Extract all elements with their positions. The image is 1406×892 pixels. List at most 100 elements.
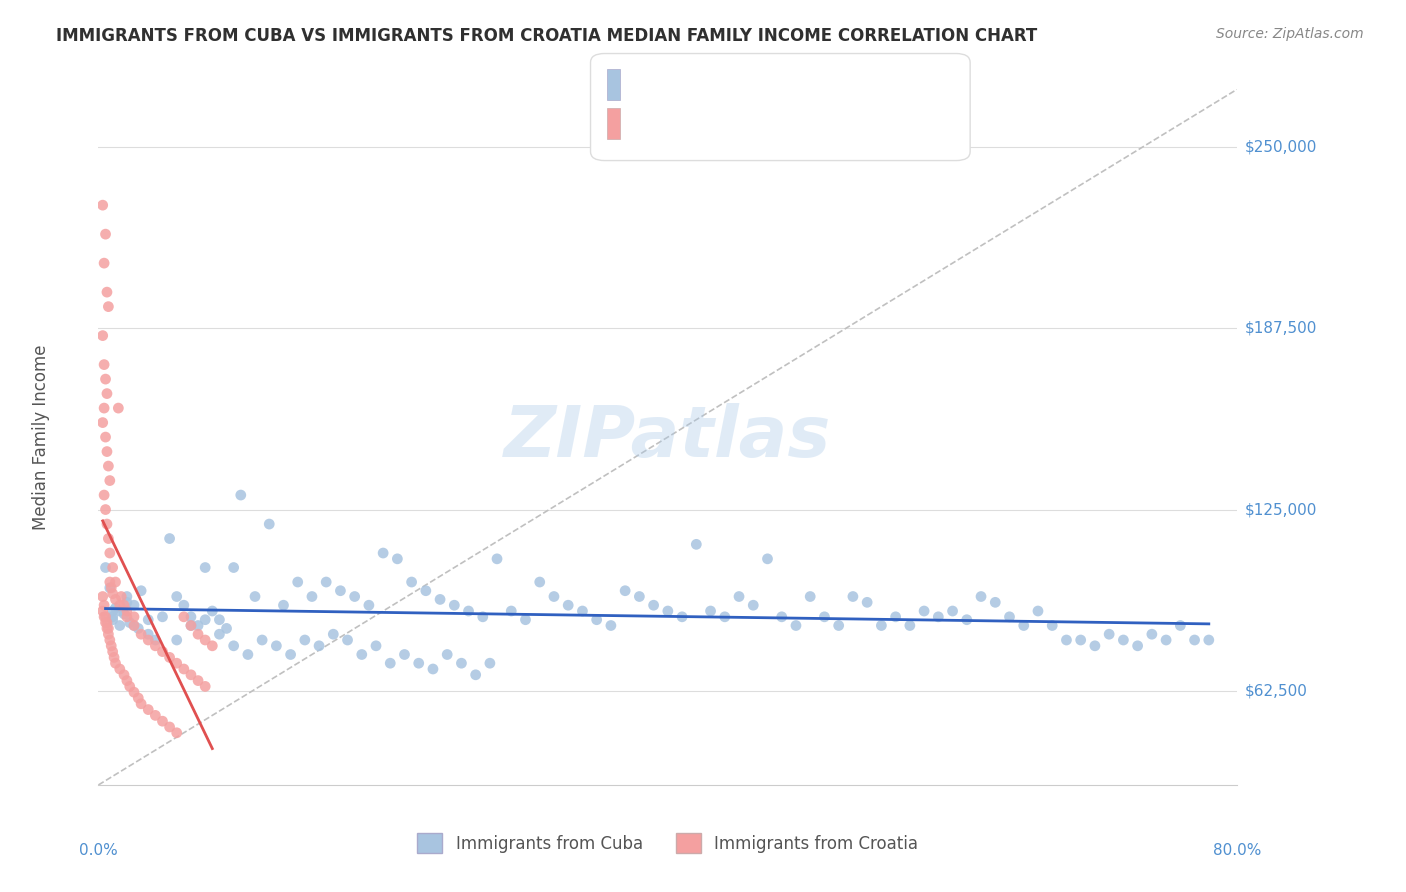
Immigrants from Cuba [998, 610, 1021, 624]
Immigrants from Croatia [194, 680, 217, 694]
Immigrants from Cuba [464, 667, 486, 681]
Immigrants from Cuba [799, 590, 821, 604]
Immigrants from Cuba [115, 590, 138, 604]
Immigrants from Croatia [94, 502, 117, 516]
Immigrants from Cuba [357, 598, 380, 612]
Immigrants from Cuba [956, 613, 979, 627]
Immigrants from Cuba [380, 657, 402, 671]
Immigrants from Cuba [671, 610, 693, 624]
Text: 0.0%: 0.0% [79, 843, 118, 858]
Immigrants from Croatia [98, 474, 121, 488]
Immigrants from Croatia [100, 639, 122, 653]
Immigrants from Cuba [136, 613, 159, 627]
Immigrants from Cuba [728, 590, 751, 604]
Immigrants from Cuba [927, 610, 949, 624]
Text: 122: 122 [756, 80, 789, 95]
Immigrants from Croatia [115, 610, 138, 624]
Immigrants from Croatia [94, 227, 117, 241]
Text: N =: N = [724, 120, 758, 134]
Text: 76: 76 [756, 120, 778, 134]
Immigrants from Croatia [103, 650, 125, 665]
Text: R =: R = [626, 120, 659, 134]
Immigrants from Cuba [222, 560, 245, 574]
Immigrants from Cuba [501, 604, 523, 618]
Immigrants from Croatia [97, 458, 120, 473]
Immigrants from Cuba [373, 546, 395, 560]
Immigrants from Cuba [336, 633, 359, 648]
Immigrants from Croatia [115, 604, 138, 618]
Immigrants from Croatia [129, 697, 152, 711]
Immigrants from Cuba [942, 604, 965, 618]
Immigrants from Croatia [104, 592, 127, 607]
Immigrants from Croatia [97, 532, 120, 546]
Immigrants from Cuba [450, 657, 472, 671]
Immigrants from Croatia [112, 667, 135, 681]
Text: 80.0%: 80.0% [1213, 843, 1261, 858]
Immigrants from Croatia [91, 590, 114, 604]
Immigrants from Cuba [478, 657, 501, 671]
Immigrants from Cuba [685, 537, 707, 551]
Immigrants from Croatia [136, 633, 159, 648]
Immigrants from Cuba [301, 590, 323, 604]
Immigrants from Croatia [97, 621, 120, 635]
Immigrants from Cuba [429, 592, 451, 607]
Immigrants from Croatia [93, 598, 115, 612]
Immigrants from Cuba [215, 621, 238, 635]
Text: 0.074: 0.074 [668, 120, 716, 134]
Immigrants from Cuba [1154, 633, 1177, 648]
Immigrants from Cuba [122, 598, 145, 612]
Immigrants from Croatia [101, 587, 124, 601]
Immigrants from Cuba [415, 583, 437, 598]
Immigrants from Croatia [159, 650, 181, 665]
Immigrants from Cuba [243, 590, 266, 604]
Immigrants from Cuba [159, 532, 181, 546]
Immigrants from Cuba [436, 648, 458, 662]
Immigrants from Cuba [127, 621, 149, 635]
Immigrants from Cuba [842, 590, 865, 604]
Immigrants from Cuba [657, 604, 679, 618]
Immigrants from Cuba [394, 648, 416, 662]
Immigrants from Cuba [194, 560, 217, 574]
Immigrants from Cuba [543, 590, 565, 604]
Immigrants from Cuba [742, 598, 765, 612]
Immigrants from Cuba [1070, 633, 1092, 648]
Immigrants from Croatia [96, 386, 118, 401]
Immigrants from Cuba [557, 598, 579, 612]
Immigrants from Croatia [93, 488, 115, 502]
Legend: Immigrants from Cuba, Immigrants from Croatia: Immigrants from Cuba, Immigrants from Cr… [411, 827, 925, 860]
Immigrants from Cuba [912, 604, 935, 618]
Immigrants from Croatia [180, 618, 202, 632]
Immigrants from Croatia [122, 618, 145, 632]
Immigrants from Cuba [1198, 633, 1220, 648]
Immigrants from Cuba [443, 598, 465, 612]
Immigrants from Cuba [364, 639, 387, 653]
Immigrants from Cuba [166, 590, 188, 604]
Immigrants from Croatia [166, 726, 188, 740]
Text: $125,000: $125,000 [1244, 502, 1317, 517]
Immigrants from Cuba [813, 610, 835, 624]
Immigrants from Croatia [201, 639, 224, 653]
Immigrants from Croatia [100, 581, 122, 595]
Immigrants from Croatia [104, 657, 127, 671]
Immigrants from Cuba [259, 516, 281, 531]
Immigrants from Cuba [1184, 633, 1206, 648]
Immigrants from Croatia [122, 685, 145, 699]
Immigrants from Croatia [173, 610, 195, 624]
Immigrants from Cuba [401, 574, 423, 589]
Immigrants from Croatia [107, 401, 129, 415]
Immigrants from Croatia [98, 574, 121, 589]
Text: $187,500: $187,500 [1244, 321, 1317, 336]
Immigrants from Cuba [187, 618, 209, 632]
Immigrants from Croatia [173, 662, 195, 676]
Immigrants from Cuba [970, 590, 993, 604]
Immigrants from Croatia [91, 604, 114, 618]
Immigrants from Croatia [122, 610, 145, 624]
Immigrants from Croatia [159, 720, 181, 734]
Immigrants from Cuba [222, 639, 245, 653]
Immigrants from Croatia [101, 560, 124, 574]
Immigrants from Croatia [93, 401, 115, 415]
Immigrants from Croatia [94, 430, 117, 444]
Immigrants from Croatia [96, 621, 118, 635]
Immigrants from Cuba [208, 627, 231, 641]
Immigrants from Cuba [457, 604, 479, 618]
